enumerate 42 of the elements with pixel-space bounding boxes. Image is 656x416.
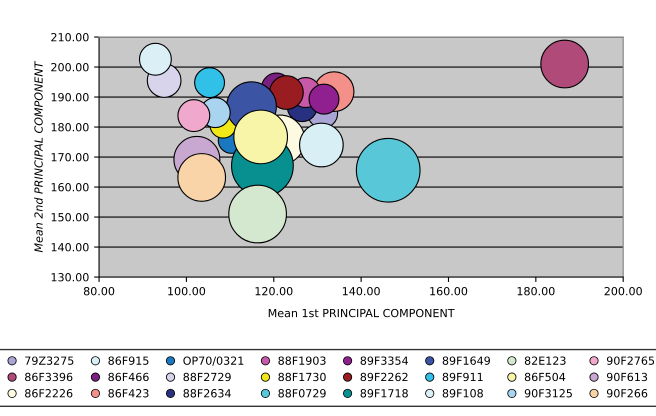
legend-label: 90F3125 (524, 389, 572, 398)
y-tick-label: 130.00 (52, 273, 89, 282)
legend-label: 90F613 (606, 372, 648, 382)
x-tick-label: 140.00 (342, 286, 380, 296)
y-tick-label: 150.00 (52, 213, 89, 222)
legend-label: 86F423 (108, 389, 149, 398)
legend-label: 90F2765 (606, 356, 654, 365)
y-tick-label: 170.00 (52, 153, 89, 162)
legend-label: 86F2226 (25, 389, 72, 398)
legend-label: 88F1903 (278, 356, 326, 365)
legend-label: 89F1649 (442, 356, 490, 365)
legend-label: 89F911 (442, 372, 483, 382)
y-tick-label: 200.00 (51, 63, 89, 72)
x-tick-label: 160.00 (430, 286, 468, 296)
legend-label: 86F504 (524, 372, 566, 382)
legend-label: 86F915 (108, 356, 148, 365)
y-tick-label: 160.00 (52, 183, 89, 192)
legend-label: 88F2729 (183, 372, 231, 382)
legend-label: 89F1718 (360, 389, 408, 398)
x-tick-label: 180.00 (518, 286, 555, 296)
legend-label: 90F266 (606, 389, 648, 398)
legend-label: 82E123 (524, 356, 566, 365)
x-tick-label: 120.00 (256, 286, 292, 296)
y-tick-label: 210.00 (51, 33, 89, 42)
legend-label: 88F2634 (183, 389, 231, 398)
x-axis-title: Mean 1st PRINCIPAL COMPONENT (268, 308, 455, 318)
legend-label: 79Z3275 (25, 356, 74, 365)
x-tick-label: 100.00 (168, 286, 206, 296)
y-tick-label: 140.00 (52, 243, 89, 252)
x-tick-label: 80.00 (84, 286, 114, 296)
legend-label: 89F2262 (360, 372, 408, 382)
y-tick-label: 180.00 (52, 123, 89, 132)
legend-label: 86F3396 (25, 372, 72, 382)
y-axis-title: Mean 2nd PRINCIPAL COMPONENT (34, 60, 43, 252)
legend-label: 89F3354 (360, 356, 408, 365)
legend-label: OP70/0321 (183, 356, 244, 366)
legend-label: 86F466 (108, 372, 149, 382)
legend-label: 88F1730 (278, 372, 326, 382)
legend-label: 89F108 (442, 389, 483, 398)
x-tick-label: 200.00 (604, 286, 642, 296)
legend-label: 88F0729 (278, 389, 326, 398)
y-tick-label: 190.00 (52, 93, 89, 102)
